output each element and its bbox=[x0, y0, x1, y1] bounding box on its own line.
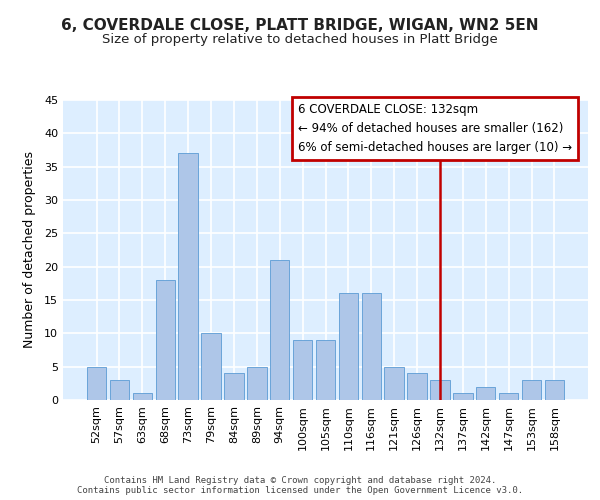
Text: Size of property relative to detached houses in Platt Bridge: Size of property relative to detached ho… bbox=[102, 32, 498, 46]
Y-axis label: Number of detached properties: Number of detached properties bbox=[23, 152, 35, 348]
Bar bbox=[476, 386, 496, 400]
Bar bbox=[110, 380, 129, 400]
Bar bbox=[316, 340, 335, 400]
Bar bbox=[155, 280, 175, 400]
Bar bbox=[407, 374, 427, 400]
Bar bbox=[522, 380, 541, 400]
Bar bbox=[178, 154, 198, 400]
Bar bbox=[293, 340, 313, 400]
Bar bbox=[247, 366, 266, 400]
Bar bbox=[224, 374, 244, 400]
Bar bbox=[430, 380, 449, 400]
Text: 6, COVERDALE CLOSE, PLATT BRIDGE, WIGAN, WN2 5EN: 6, COVERDALE CLOSE, PLATT BRIDGE, WIGAN,… bbox=[61, 18, 539, 32]
Bar bbox=[338, 294, 358, 400]
Bar bbox=[385, 366, 404, 400]
Bar bbox=[202, 334, 221, 400]
Bar bbox=[453, 394, 473, 400]
Bar bbox=[133, 394, 152, 400]
Bar bbox=[270, 260, 289, 400]
Text: 6 COVERDALE CLOSE: 132sqm
← 94% of detached houses are smaller (162)
6% of semi-: 6 COVERDALE CLOSE: 132sqm ← 94% of detac… bbox=[298, 104, 572, 154]
Bar bbox=[87, 366, 106, 400]
Bar bbox=[545, 380, 564, 400]
Bar bbox=[362, 294, 381, 400]
Bar bbox=[499, 394, 518, 400]
Text: Contains HM Land Registry data © Crown copyright and database right 2024.
Contai: Contains HM Land Registry data © Crown c… bbox=[77, 476, 523, 495]
